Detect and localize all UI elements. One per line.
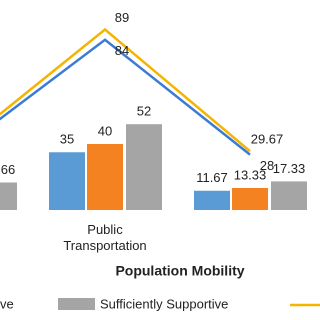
x-tick-label: Public Transportation — [63, 222, 146, 253]
data-label: 84 — [115, 43, 129, 58]
legend-label: ve — [0, 296, 14, 311]
data-label: 89 — [115, 10, 129, 25]
bar — [271, 181, 307, 210]
data-label: 28 — [260, 158, 274, 173]
bar — [0, 182, 17, 210]
data-label: 11.67 — [196, 170, 228, 185]
data-label: 35 — [60, 132, 74, 147]
bar — [126, 124, 162, 210]
data-label: 40 — [98, 123, 112, 138]
bar — [232, 188, 268, 210]
data-label: 29.67 — [251, 132, 284, 147]
line — [0, 38, 251, 156]
bar — [87, 144, 123, 210]
bar — [194, 190, 230, 210]
data-label: 16.66 — [0, 162, 15, 177]
x-axis-title: Population Mobility — [115, 263, 244, 279]
bar — [49, 152, 85, 210]
data-label: 13.33 — [234, 167, 267, 182]
data-label: 17.33 — [273, 161, 306, 176]
line — [0, 27, 251, 153]
legend-swatch — [58, 298, 95, 310]
legend-label: Sufficiently Supportive — [100, 296, 228, 311]
data-label: 52 — [137, 104, 151, 119]
